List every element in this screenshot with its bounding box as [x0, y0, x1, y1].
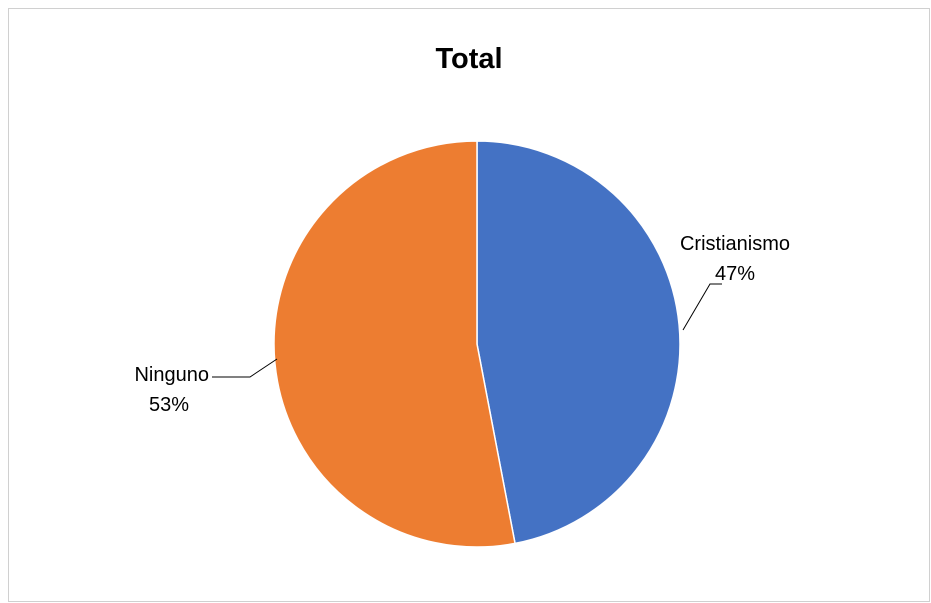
- leader-line-ninguno: [212, 358, 278, 378]
- pie-slice-ninguno: [273, 140, 516, 548]
- data-label-category: Cristianismo: [680, 233, 790, 255]
- pie-slices: [273, 140, 681, 548]
- data-label-percent: 47%: [715, 263, 755, 285]
- data-label-percent: 53%: [149, 394, 189, 416]
- leader-line-cristianismo: [682, 283, 722, 331]
- data-labels: Cristianismo 47% Ninguno 53%: [134, 233, 790, 416]
- leader-lines: [212, 283, 722, 378]
- pie-slice-cristianismo: [476, 140, 681, 545]
- data-label-category: Ninguno: [134, 364, 209, 386]
- chart-title: Total: [435, 43, 503, 75]
